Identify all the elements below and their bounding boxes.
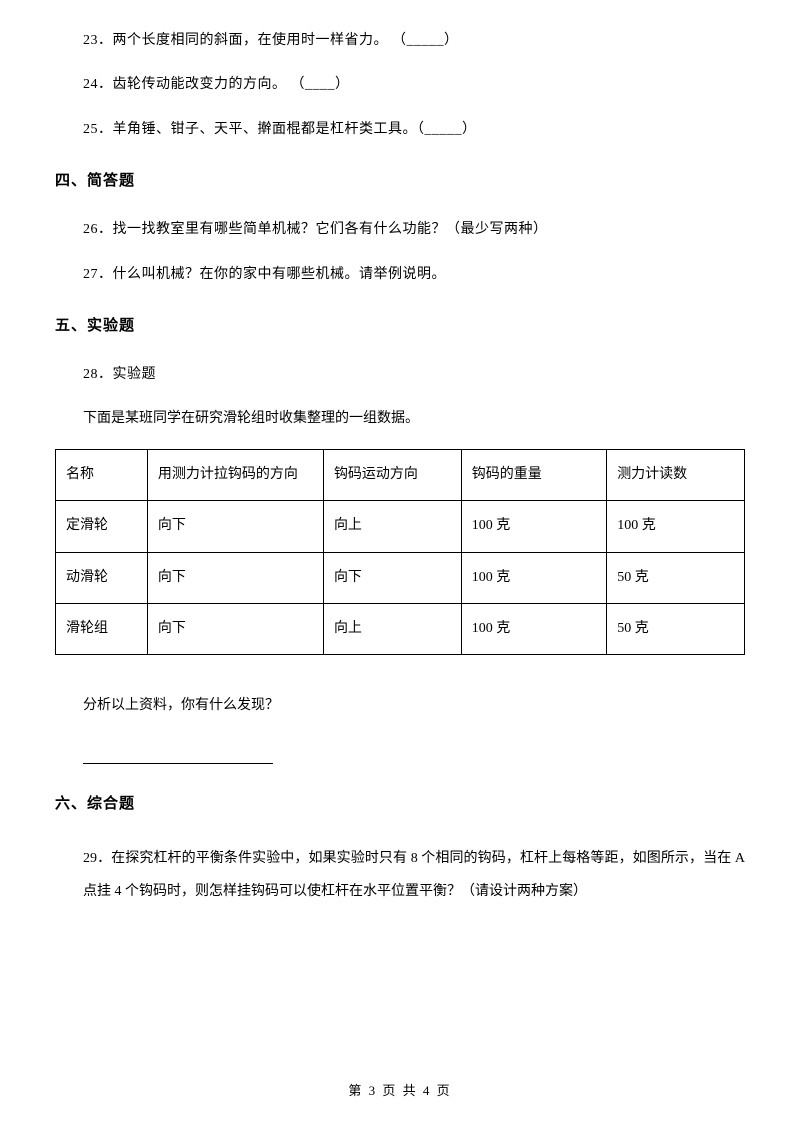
table-header-row: 名称 用测力计拉钩码的方向 钩码运动方向 钩码的重量 测力计读数 bbox=[56, 449, 745, 500]
question-24: 24．齿轮传动能改变力的方向。 （____） bbox=[55, 74, 745, 96]
table-cell: 滑轮组 bbox=[56, 603, 148, 654]
question-26: 26．找一找教室里有哪些简单机械？它们各有什么功能？（最少写两种） bbox=[55, 219, 745, 241]
table-cell: 向上 bbox=[323, 501, 461, 552]
section-5-title: 五、实验题 bbox=[55, 314, 745, 338]
table-header-cell: 用测力计拉钩码的方向 bbox=[147, 449, 323, 500]
question-28-title: 28．实验题 bbox=[55, 364, 745, 386]
table-cell: 动滑轮 bbox=[56, 552, 148, 603]
question-29: 29．在探究杠杆的平衡条件实验中，如果实验时只有 8 个相同的钩码，杠杆上每格等… bbox=[55, 842, 745, 909]
question-23: 23．两个长度相同的斜面，在使用时一样省力。 （_____） bbox=[55, 30, 745, 52]
section-6-title: 六、综合题 bbox=[55, 792, 745, 816]
table-cell: 50 克 bbox=[607, 603, 745, 654]
table-row: 滑轮组 向下 向上 100 克 50 克 bbox=[56, 603, 745, 654]
table-cell: 向上 bbox=[323, 603, 461, 654]
question-28-analysis: 分析以上资料，你有什么发现？ bbox=[55, 695, 745, 717]
section-4-title: 四、简答题 bbox=[55, 169, 745, 193]
table-cell: 向下 bbox=[323, 552, 461, 603]
table-header-cell: 钩码的重量 bbox=[461, 449, 606, 500]
question-27: 27．什么叫机械？在你的家中有哪些机械。请举例说明。 bbox=[55, 264, 745, 286]
table-cell: 50 克 bbox=[607, 552, 745, 603]
table-cell: 100 克 bbox=[461, 603, 606, 654]
table-cell: 定滑轮 bbox=[56, 501, 148, 552]
answer-blank-line bbox=[83, 763, 273, 764]
question-28-intro: 下面是某班同学在研究滑轮组时收集整理的一组数据。 bbox=[55, 408, 745, 430]
table-cell: 100 克 bbox=[461, 552, 606, 603]
table-header-cell: 名称 bbox=[56, 449, 148, 500]
experiment-data-table: 名称 用测力计拉钩码的方向 钩码运动方向 钩码的重量 测力计读数 定滑轮 向下 … bbox=[55, 449, 745, 656]
page-footer: 第 3 页 共 4 页 bbox=[0, 1081, 800, 1102]
table-cell: 向下 bbox=[147, 501, 323, 552]
question-25: 25．羊角锤、钳子、天平、擀面棍都是杠杆类工具。（_____） bbox=[55, 119, 745, 141]
table-row: 定滑轮 向下 向上 100 克 100 克 bbox=[56, 501, 745, 552]
table-cell: 100 克 bbox=[461, 501, 606, 552]
table-cell: 向下 bbox=[147, 603, 323, 654]
table-cell: 向下 bbox=[147, 552, 323, 603]
table-header-cell: 钩码运动方向 bbox=[323, 449, 461, 500]
table-header-cell: 测力计读数 bbox=[607, 449, 745, 500]
table-row: 动滑轮 向下 向下 100 克 50 克 bbox=[56, 552, 745, 603]
table-cell: 100 克 bbox=[607, 501, 745, 552]
